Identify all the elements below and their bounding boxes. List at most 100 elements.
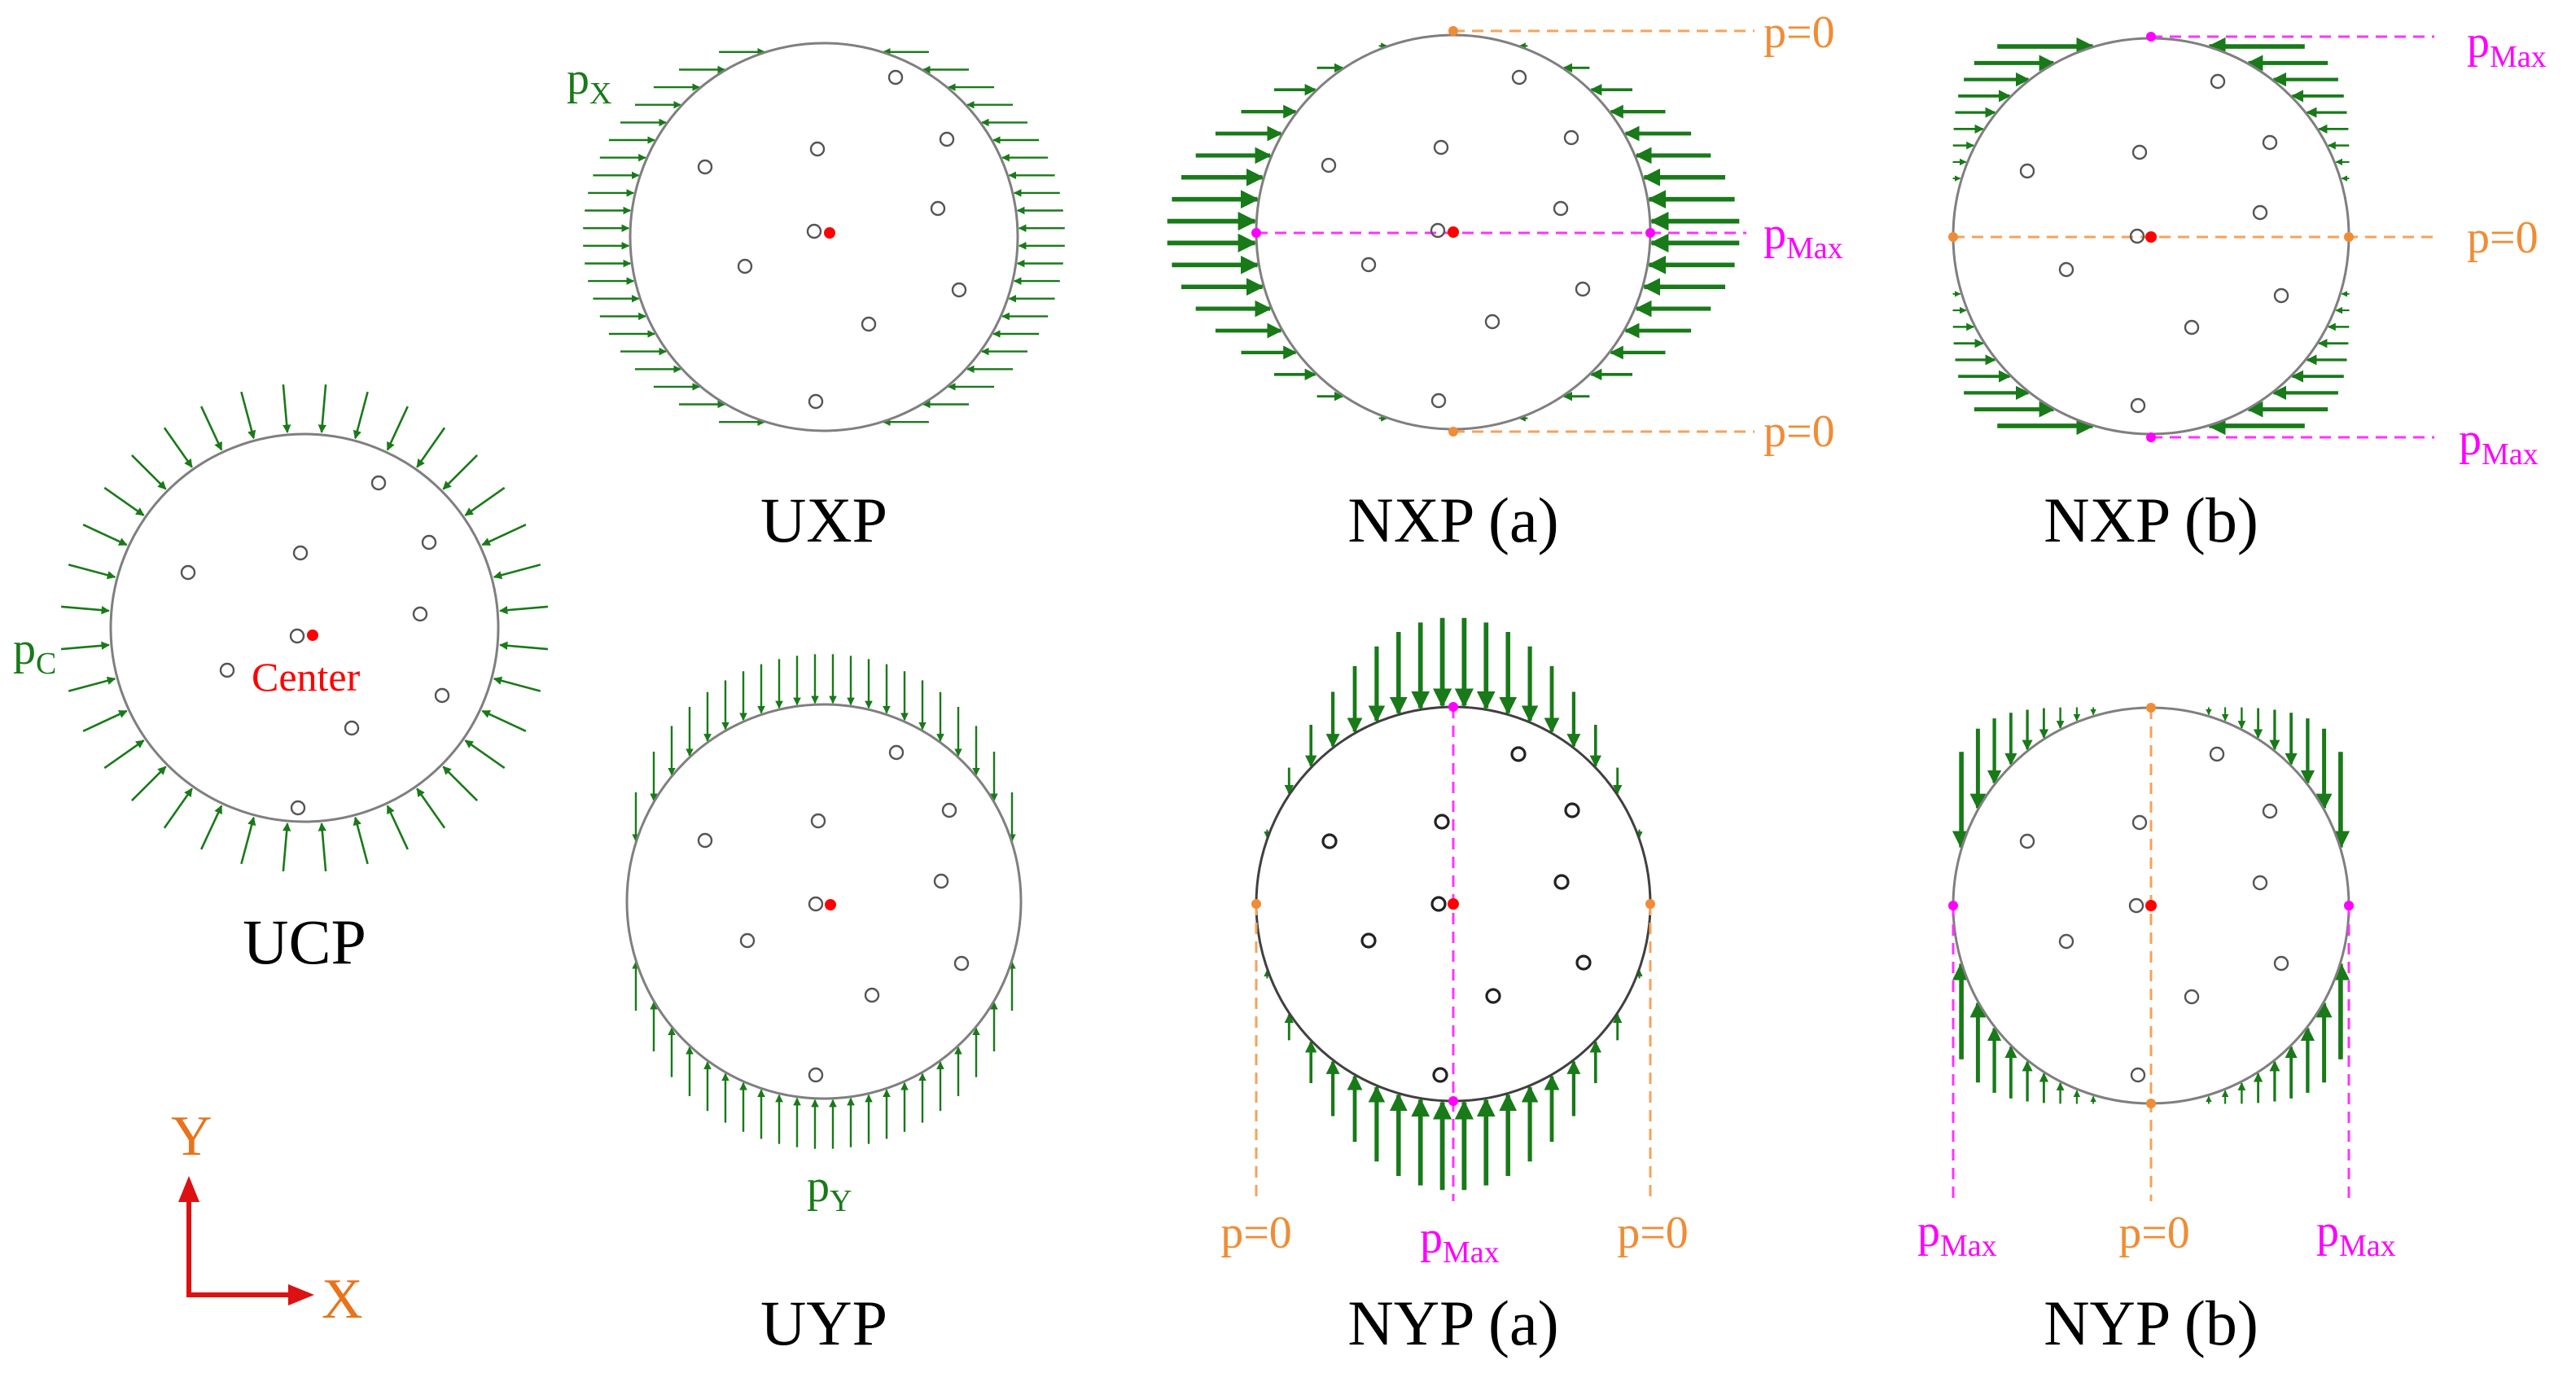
hole — [2130, 1067, 2146, 1083]
hole — [808, 896, 824, 912]
caption-nyp-a: NYP (a) — [1347, 1288, 1558, 1358]
hole — [2273, 955, 2289, 972]
load-label-px: pX — [567, 54, 611, 111]
pmax-label-bottom: pMax — [2459, 415, 2539, 472]
pmax-label: pMax — [1420, 1213, 1500, 1270]
nyp-a-holes — [1321, 746, 1592, 1083]
hole — [2129, 228, 2145, 244]
hole — [953, 955, 970, 972]
pmax-label-left: pMax — [1917, 1206, 1997, 1263]
load-arrow — [82, 709, 128, 732]
zero-label-top: p=0 — [1763, 7, 1835, 58]
load-arrow — [481, 524, 527, 546]
hole — [290, 800, 306, 816]
hole — [737, 258, 753, 274]
hole — [180, 564, 196, 581]
pmax-point-right — [1645, 228, 1655, 238]
zero-label-bottom: p=0 — [1763, 406, 1835, 457]
hole — [808, 1067, 824, 1083]
hole — [930, 200, 946, 217]
nyp-a-arrows — [1264, 617, 1643, 1191]
load-arrow — [386, 805, 409, 850]
uxp-arrows — [583, 47, 1065, 427]
hole — [1430, 896, 1447, 912]
hole — [1484, 314, 1500, 330]
caption-nyp-b: NYP (b) — [2044, 1288, 2258, 1358]
hole — [219, 662, 235, 678]
hole — [933, 873, 949, 889]
center-point — [1448, 898, 1459, 910]
hole — [2262, 134, 2278, 151]
hole — [2019, 833, 2035, 849]
load-arrow — [282, 384, 291, 433]
x-axis-arrowhead — [288, 1284, 314, 1305]
nyp-b-holes — [2019, 746, 2289, 1083]
load-arrow — [68, 676, 116, 692]
zero-point-right — [2344, 232, 2354, 242]
zero-point-left — [1251, 899, 1261, 909]
hole — [864, 987, 880, 1003]
hole — [421, 534, 437, 551]
hole — [887, 69, 904, 86]
nxp-a-holes — [1321, 69, 1591, 409]
load-arrow — [481, 709, 527, 732]
caption-uyp: UYP — [760, 1288, 887, 1358]
hole — [2262, 803, 2278, 819]
uyp-arrows — [632, 654, 1016, 1149]
hole — [2252, 875, 2268, 891]
load-arrow — [318, 823, 327, 872]
zero-label-right: p=0 — [1617, 1208, 1689, 1258]
hole — [1553, 200, 1569, 217]
hole — [810, 813, 826, 829]
pmax-label-subscript: Max — [1940, 1229, 1997, 1263]
hole — [951, 282, 967, 298]
ucp-section-circle — [109, 432, 500, 823]
load-arrow — [163, 427, 193, 468]
pmax-label: pMax — [1763, 208, 1843, 265]
hole — [1433, 139, 1449, 156]
center-point — [1448, 226, 1459, 238]
uyp-section-circle — [625, 703, 1023, 1100]
load-arrow — [493, 676, 541, 692]
hole — [697, 159, 713, 175]
load-arrow — [386, 406, 409, 451]
pmax-point-top — [2146, 32, 2156, 42]
center-point — [307, 630, 318, 641]
nxp-b-arrows — [1952, 37, 2350, 436]
load-arrow — [130, 766, 167, 802]
pmax-label-main: p — [2459, 415, 2482, 465]
pmax-label-main: p — [1420, 1213, 1443, 1263]
load-arrow — [163, 788, 193, 829]
pmax-label-top: pMax — [2467, 17, 2547, 74]
hole — [2184, 989, 2200, 1005]
load-arrow — [499, 605, 549, 615]
hole — [1321, 157, 1337, 173]
hole — [809, 141, 826, 157]
hole — [939, 131, 955, 147]
hole — [2128, 897, 2144, 914]
zero-point-top — [2146, 703, 2156, 713]
caption-ucp: UCP — [243, 906, 366, 977]
hole — [1360, 257, 1377, 273]
pmax-label-main: p — [2467, 17, 2490, 68]
x-axis-label: X — [322, 1268, 363, 1331]
pmax-label-subscript: Max — [2339, 1229, 2396, 1263]
load-arrow — [82, 524, 128, 546]
load-label-pc: pC — [13, 624, 56, 681]
hole — [370, 475, 387, 491]
hole — [2131, 144, 2148, 160]
load-arrow — [200, 406, 223, 451]
pmax-label-subscript: Max — [1786, 231, 1843, 265]
load-label-subscript: X — [589, 77, 611, 111]
uxp-section-circle — [629, 42, 1019, 432]
zero-point-right — [1645, 899, 1655, 909]
pmax-point-left — [1251, 228, 1261, 238]
caption-nxp-a: NXP (a) — [1347, 485, 1558, 555]
load-arrow — [464, 739, 506, 770]
hole — [1510, 746, 1527, 762]
hole — [2273, 287, 2289, 304]
load-label-main: p — [13, 624, 36, 674]
uyp-holes — [697, 744, 970, 1083]
load-arrow — [353, 391, 369, 440]
caption-uxp: UXP — [760, 485, 887, 555]
